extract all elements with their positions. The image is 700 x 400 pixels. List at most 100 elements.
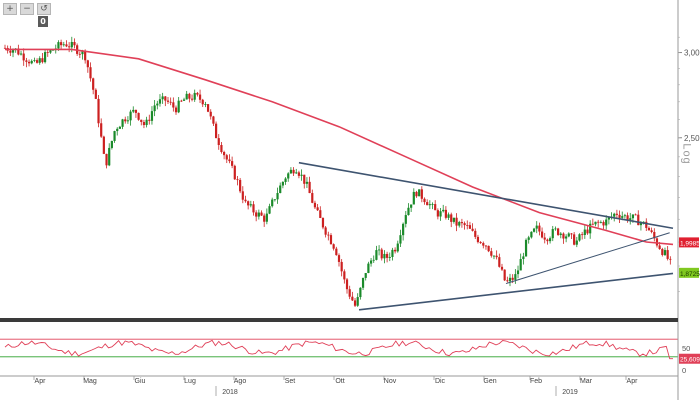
price-candle-body xyxy=(158,99,162,104)
x-tick-label: Nov xyxy=(384,378,397,385)
price-candle-body xyxy=(260,212,263,216)
price-candle-body xyxy=(623,215,627,217)
price-candle-body xyxy=(110,140,113,148)
price-candle-body xyxy=(586,229,589,234)
price-candle-body xyxy=(201,99,204,105)
price-candle-body xyxy=(487,245,490,252)
y-tick-label: 2,50 xyxy=(684,134,700,143)
price-candle-body xyxy=(225,155,228,160)
price-candle-body xyxy=(607,217,610,220)
price-candle-body xyxy=(426,202,429,206)
price-candle-body xyxy=(174,107,178,113)
price-candle-body xyxy=(546,239,549,242)
price-candle-body xyxy=(214,123,218,139)
price-candle-body xyxy=(51,49,55,51)
counter-badge: 0 xyxy=(38,16,48,27)
price-candle-body xyxy=(257,212,260,217)
price-candle-body xyxy=(516,270,520,275)
price-candle-body xyxy=(431,204,434,205)
price-candle-body xyxy=(543,237,546,240)
price-candle-body xyxy=(220,145,223,153)
price-candle-body xyxy=(265,213,268,222)
price-candle-body xyxy=(105,153,108,166)
price-candle-body xyxy=(471,228,474,231)
price-candle-body xyxy=(613,213,616,217)
price-candle-body xyxy=(231,161,234,166)
price-candle-body xyxy=(100,123,103,137)
price-candle-body xyxy=(642,221,645,223)
price-candle-body xyxy=(132,109,135,112)
price-candle-body xyxy=(308,181,311,194)
price-candle-body xyxy=(353,300,357,306)
price-candle-body xyxy=(548,238,552,242)
price-candle-body xyxy=(271,199,274,207)
price-candle-body xyxy=(102,136,105,154)
price-candle-body xyxy=(527,237,530,240)
price-candle-body xyxy=(156,103,159,106)
price-candle-body xyxy=(190,98,194,100)
price-candle-body xyxy=(57,42,60,49)
y-tick-label: 3,00 xyxy=(684,49,700,58)
x-tick-label: Ott xyxy=(335,378,344,385)
price-candle-body xyxy=(284,178,287,182)
price-candle-body xyxy=(532,228,536,232)
price-candle-body xyxy=(385,253,389,258)
price-candle-body xyxy=(434,204,437,211)
rsi-last-label: 25,6099 xyxy=(680,357,700,364)
price-candle-body xyxy=(116,128,119,132)
price-candle-body xyxy=(281,181,284,186)
trend-line xyxy=(298,161,674,230)
price-candle-body xyxy=(30,60,33,64)
price-candle-body xyxy=(89,67,92,79)
price-candle-body xyxy=(329,235,333,245)
panel-separator xyxy=(0,318,678,322)
price-candle-body xyxy=(554,228,557,230)
minus-icon: − xyxy=(23,4,31,14)
price-candle-body xyxy=(578,234,581,241)
price-candle-body xyxy=(626,215,629,221)
price-candle-body xyxy=(503,269,506,281)
price-candle-body xyxy=(321,217,325,228)
zoom-out-button[interactable]: − xyxy=(20,3,34,15)
price-candle-body xyxy=(126,120,130,122)
log-scale-label: Log xyxy=(680,143,693,165)
price-candle-body xyxy=(180,100,183,102)
price-candle-body xyxy=(439,211,442,217)
price-candle-body xyxy=(538,225,541,232)
price-candle-body xyxy=(206,104,210,112)
price-candle-body xyxy=(324,227,327,235)
price-candle-body xyxy=(375,250,378,260)
price-candle-body xyxy=(332,244,335,249)
price-candle-body xyxy=(524,239,528,257)
price-candle-body xyxy=(263,215,266,222)
price-candle-body xyxy=(337,255,341,262)
price-candle-body xyxy=(540,231,544,238)
x-tick-label: Mar xyxy=(580,378,593,385)
price-candle-body xyxy=(228,159,231,162)
price-candle-body xyxy=(557,228,560,235)
price-candle-body xyxy=(436,210,439,217)
reset-button[interactable]: ↺ xyxy=(37,3,51,15)
price-candle-body xyxy=(482,243,485,246)
price-candle-body xyxy=(351,296,354,301)
price-candle-body xyxy=(297,172,301,176)
price-candle-body xyxy=(46,52,49,53)
price-candle-body xyxy=(273,199,276,201)
price-candle-body xyxy=(380,249,383,259)
zoom-in-button[interactable]: + xyxy=(3,3,17,15)
price-candle-body xyxy=(316,207,319,211)
price-candle-body xyxy=(233,165,236,180)
price-candle-body xyxy=(193,92,196,100)
price-candle-body xyxy=(388,256,391,258)
price-candle-body xyxy=(573,234,576,245)
price-candle-body xyxy=(570,233,573,235)
price-candle-body xyxy=(639,222,643,226)
price-candle-body xyxy=(204,104,207,105)
x-tick-label: Dic xyxy=(435,378,446,385)
price-candle-body xyxy=(164,96,167,101)
price-candle-body xyxy=(645,221,648,228)
price-candle-body xyxy=(94,89,97,99)
